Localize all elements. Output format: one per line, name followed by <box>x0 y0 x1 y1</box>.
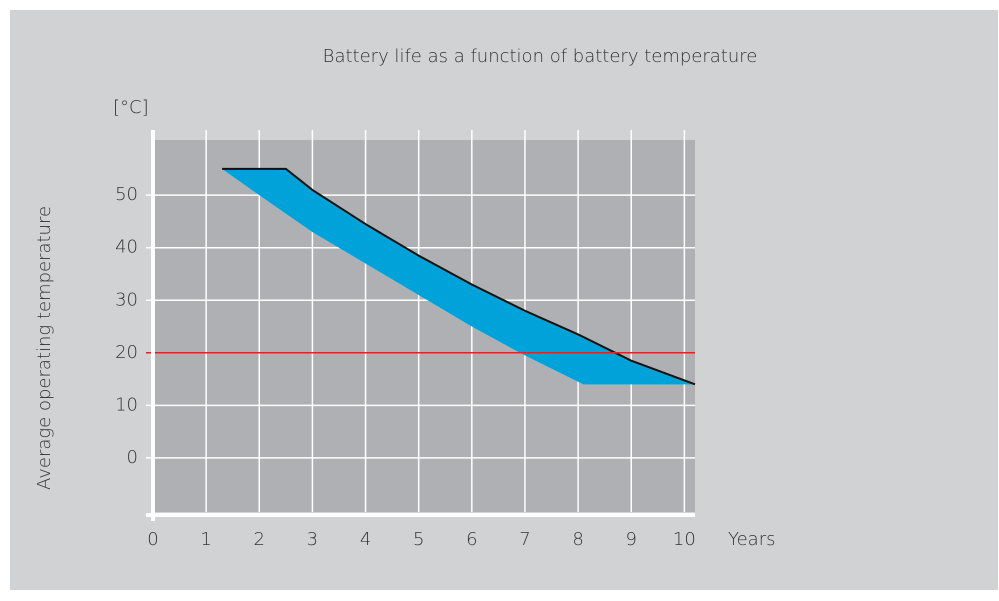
y-tick-label: 10 <box>115 394 138 415</box>
x-axis-label: Years <box>728 529 776 550</box>
y-tick-label: 40 <box>115 237 138 258</box>
x-tick-label: 8 <box>572 529 583 550</box>
x-tick-label: 4 <box>360 529 371 550</box>
y-tick-label: 30 <box>115 289 138 310</box>
y-unit: [°C] <box>113 97 149 118</box>
x-tick-label: 9 <box>626 529 637 550</box>
x-tick-label: 7 <box>519 529 530 550</box>
band-area <box>222 168 695 385</box>
y-tick-label: 0 <box>127 447 138 468</box>
plot-area <box>153 140 695 512</box>
upper-line <box>222 167 696 386</box>
x-tick-label: 1 <box>200 529 211 550</box>
x-tick-label: 3 <box>307 529 318 550</box>
x-tick-label: 0 <box>147 529 158 550</box>
x-tick-label: 6 <box>466 529 477 550</box>
x-tick-label: 2 <box>254 529 265 550</box>
y-tick-label: 20 <box>115 342 138 363</box>
x-tick-label: 5 <box>413 529 424 550</box>
y-axis-label: Average operating temperature <box>34 206 55 490</box>
y-tick-label: 50 <box>115 184 138 205</box>
x-tick-label: 10 <box>673 529 696 550</box>
chart-title: Battery life as a function of battery te… <box>323 46 758 67</box>
